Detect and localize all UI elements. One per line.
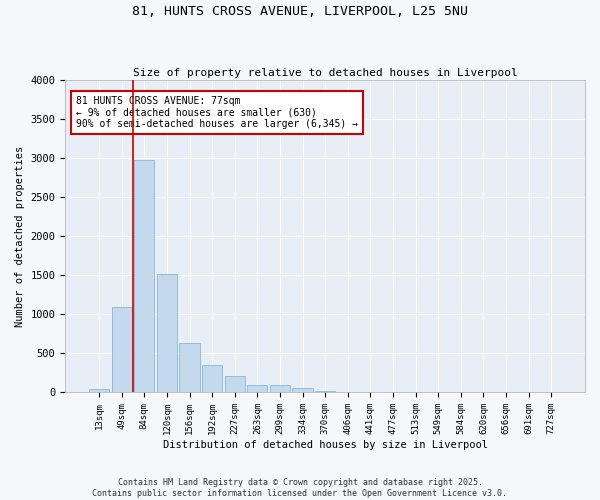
Bar [202, 365, 222, 392]
Bar [112, 306, 132, 392]
Text: 81 HUNTS CROSS AVENUE: 77sqm
← 9% of detached houses are smaller (630)
90% of se: 81 HUNTS CROSS AVENUE: 77sqm ← 9% of det… [76, 96, 358, 129]
Bar [270, 385, 290, 392]
Bar [247, 385, 268, 392]
Text: Contains HM Land Registry data © Crown copyright and database right 2025.
Contai: Contains HM Land Registry data © Crown c… [92, 478, 508, 498]
Bar [292, 388, 313, 392]
Bar [315, 390, 335, 392]
X-axis label: Distribution of detached houses by size in Liverpool: Distribution of detached houses by size … [163, 440, 488, 450]
Bar [224, 376, 245, 392]
Bar [157, 274, 177, 392]
Title: Size of property relative to detached houses in Liverpool: Size of property relative to detached ho… [133, 68, 518, 78]
Bar [89, 388, 109, 392]
Bar [179, 344, 200, 392]
Text: 81, HUNTS CROSS AVENUE, LIVERPOOL, L25 5NU: 81, HUNTS CROSS AVENUE, LIVERPOOL, L25 5… [132, 5, 468, 18]
Y-axis label: Number of detached properties: Number of detached properties [15, 146, 25, 327]
Bar [134, 160, 154, 392]
